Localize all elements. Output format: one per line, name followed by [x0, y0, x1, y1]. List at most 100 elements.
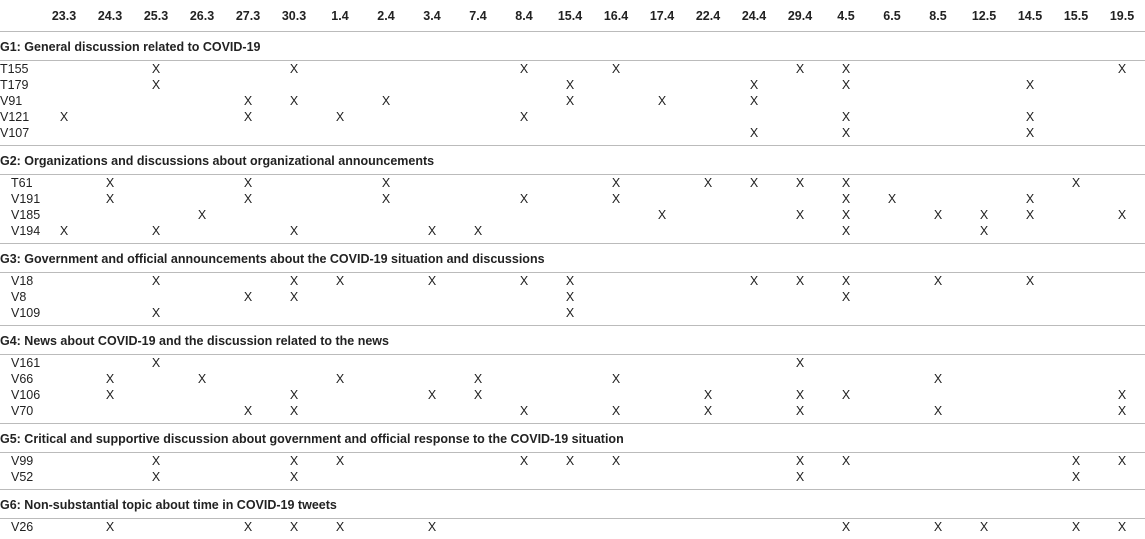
empty-cell — [777, 125, 823, 146]
row-label: V191 — [11, 192, 41, 206]
mark-cell: X — [335, 372, 345, 386]
row-label: T61 — [11, 176, 33, 190]
empty-cell — [271, 207, 317, 223]
mark-cell: X — [151, 274, 161, 288]
empty-cell — [1099, 77, 1145, 93]
mark-cell: X — [1071, 520, 1081, 534]
date-header: 23.3 — [41, 0, 87, 32]
empty-cell — [1053, 93, 1099, 109]
empty-cell — [1099, 273, 1145, 290]
empty-cell — [409, 191, 455, 207]
empty-cell — [225, 125, 271, 146]
mark-cell: X — [243, 110, 253, 124]
empty-cell — [225, 223, 271, 244]
empty-cell — [685, 93, 731, 109]
mark-cell: X — [335, 110, 345, 124]
group-title: G2: Organizations and discussions about … — [0, 145, 1145, 175]
empty-cell — [363, 109, 409, 125]
empty-cell — [133, 93, 179, 109]
empty-cell — [363, 77, 409, 93]
empty-cell — [363, 289, 409, 305]
group-title: G3: Government and official announcement… — [0, 243, 1145, 273]
empty-cell — [1007, 305, 1053, 326]
group-header-row: G5: Critical and supportive discussion a… — [0, 423, 1145, 453]
empty-cell — [363, 371, 409, 387]
mark-cell: X — [151, 306, 161, 320]
table-row: V106 X X X X X X X X — [0, 387, 1145, 403]
empty-cell — [593, 93, 639, 109]
group-header-row: G3: Government and official announcement… — [0, 243, 1145, 273]
mark-cell: X — [427, 520, 437, 534]
mark-cell: X — [1117, 208, 1127, 222]
empty-cell — [869, 355, 915, 372]
empty-cell — [87, 61, 133, 78]
empty-cell — [1099, 223, 1145, 244]
empty-cell — [363, 453, 409, 470]
mark-cell: X — [795, 454, 805, 468]
empty-cell — [363, 125, 409, 146]
empty-cell — [1053, 305, 1099, 326]
empty-cell — [777, 305, 823, 326]
empty-cell — [133, 387, 179, 403]
table-row: V26 X X X X X X X X X X — [0, 519, 1145, 539]
empty-cell — [731, 191, 777, 207]
group-title: G1: General discussion related to COVID-… — [0, 31, 1145, 61]
mark-cell: X — [289, 388, 299, 402]
mark-cell: X — [289, 404, 299, 418]
mark-cell: X — [335, 454, 345, 468]
empty-cell — [501, 305, 547, 326]
empty-cell — [685, 355, 731, 372]
empty-cell — [1053, 403, 1099, 424]
empty-cell — [915, 77, 961, 93]
empty-cell — [271, 371, 317, 387]
empty-cell — [915, 387, 961, 403]
empty-cell — [317, 289, 363, 305]
mark-cell: X — [1025, 274, 1035, 288]
mark-cell: X — [381, 176, 391, 190]
mark-cell: X — [519, 62, 529, 76]
empty-cell — [869, 207, 915, 223]
empty-cell — [41, 273, 87, 290]
empty-cell — [455, 207, 501, 223]
mark-cell: X — [105, 520, 115, 534]
empty-cell — [547, 469, 593, 490]
empty-cell — [639, 519, 685, 539]
empty-cell — [1099, 125, 1145, 146]
empty-cell — [501, 93, 547, 109]
empty-cell — [317, 387, 363, 403]
empty-cell — [869, 387, 915, 403]
empty-cell — [731, 305, 777, 326]
empty-cell — [869, 403, 915, 424]
mark-cell: X — [795, 176, 805, 190]
empty-cell — [41, 519, 87, 539]
empty-cell — [87, 77, 133, 93]
empty-cell — [731, 387, 777, 403]
empty-cell — [87, 355, 133, 372]
empty-cell — [363, 61, 409, 78]
mark-cell: X — [243, 192, 253, 206]
empty-cell — [777, 223, 823, 244]
empty-cell — [915, 125, 961, 146]
table-row: V18XXXXXXXXXXXX — [0, 273, 1145, 290]
empty-cell — [869, 109, 915, 125]
empty-cell — [179, 109, 225, 125]
mark-cell: X — [473, 372, 483, 386]
mark-cell: X — [519, 454, 529, 468]
empty-cell — [593, 355, 639, 372]
row-label: V66 — [11, 372, 34, 386]
empty-cell — [501, 355, 547, 372]
corner-cell — [0, 0, 41, 32]
empty-cell — [455, 109, 501, 125]
empty-cell — [87, 109, 133, 125]
empty-cell — [915, 93, 961, 109]
empty-cell — [685, 61, 731, 78]
mark-cell: X — [59, 110, 69, 124]
empty-cell — [133, 371, 179, 387]
empty-cell — [363, 403, 409, 424]
empty-cell — [869, 93, 915, 109]
empty-cell — [639, 125, 685, 146]
empty-cell — [639, 403, 685, 424]
empty-cell — [1099, 469, 1145, 490]
date-header: 6.5 — [869, 0, 915, 32]
mark-cell: X — [795, 274, 805, 288]
